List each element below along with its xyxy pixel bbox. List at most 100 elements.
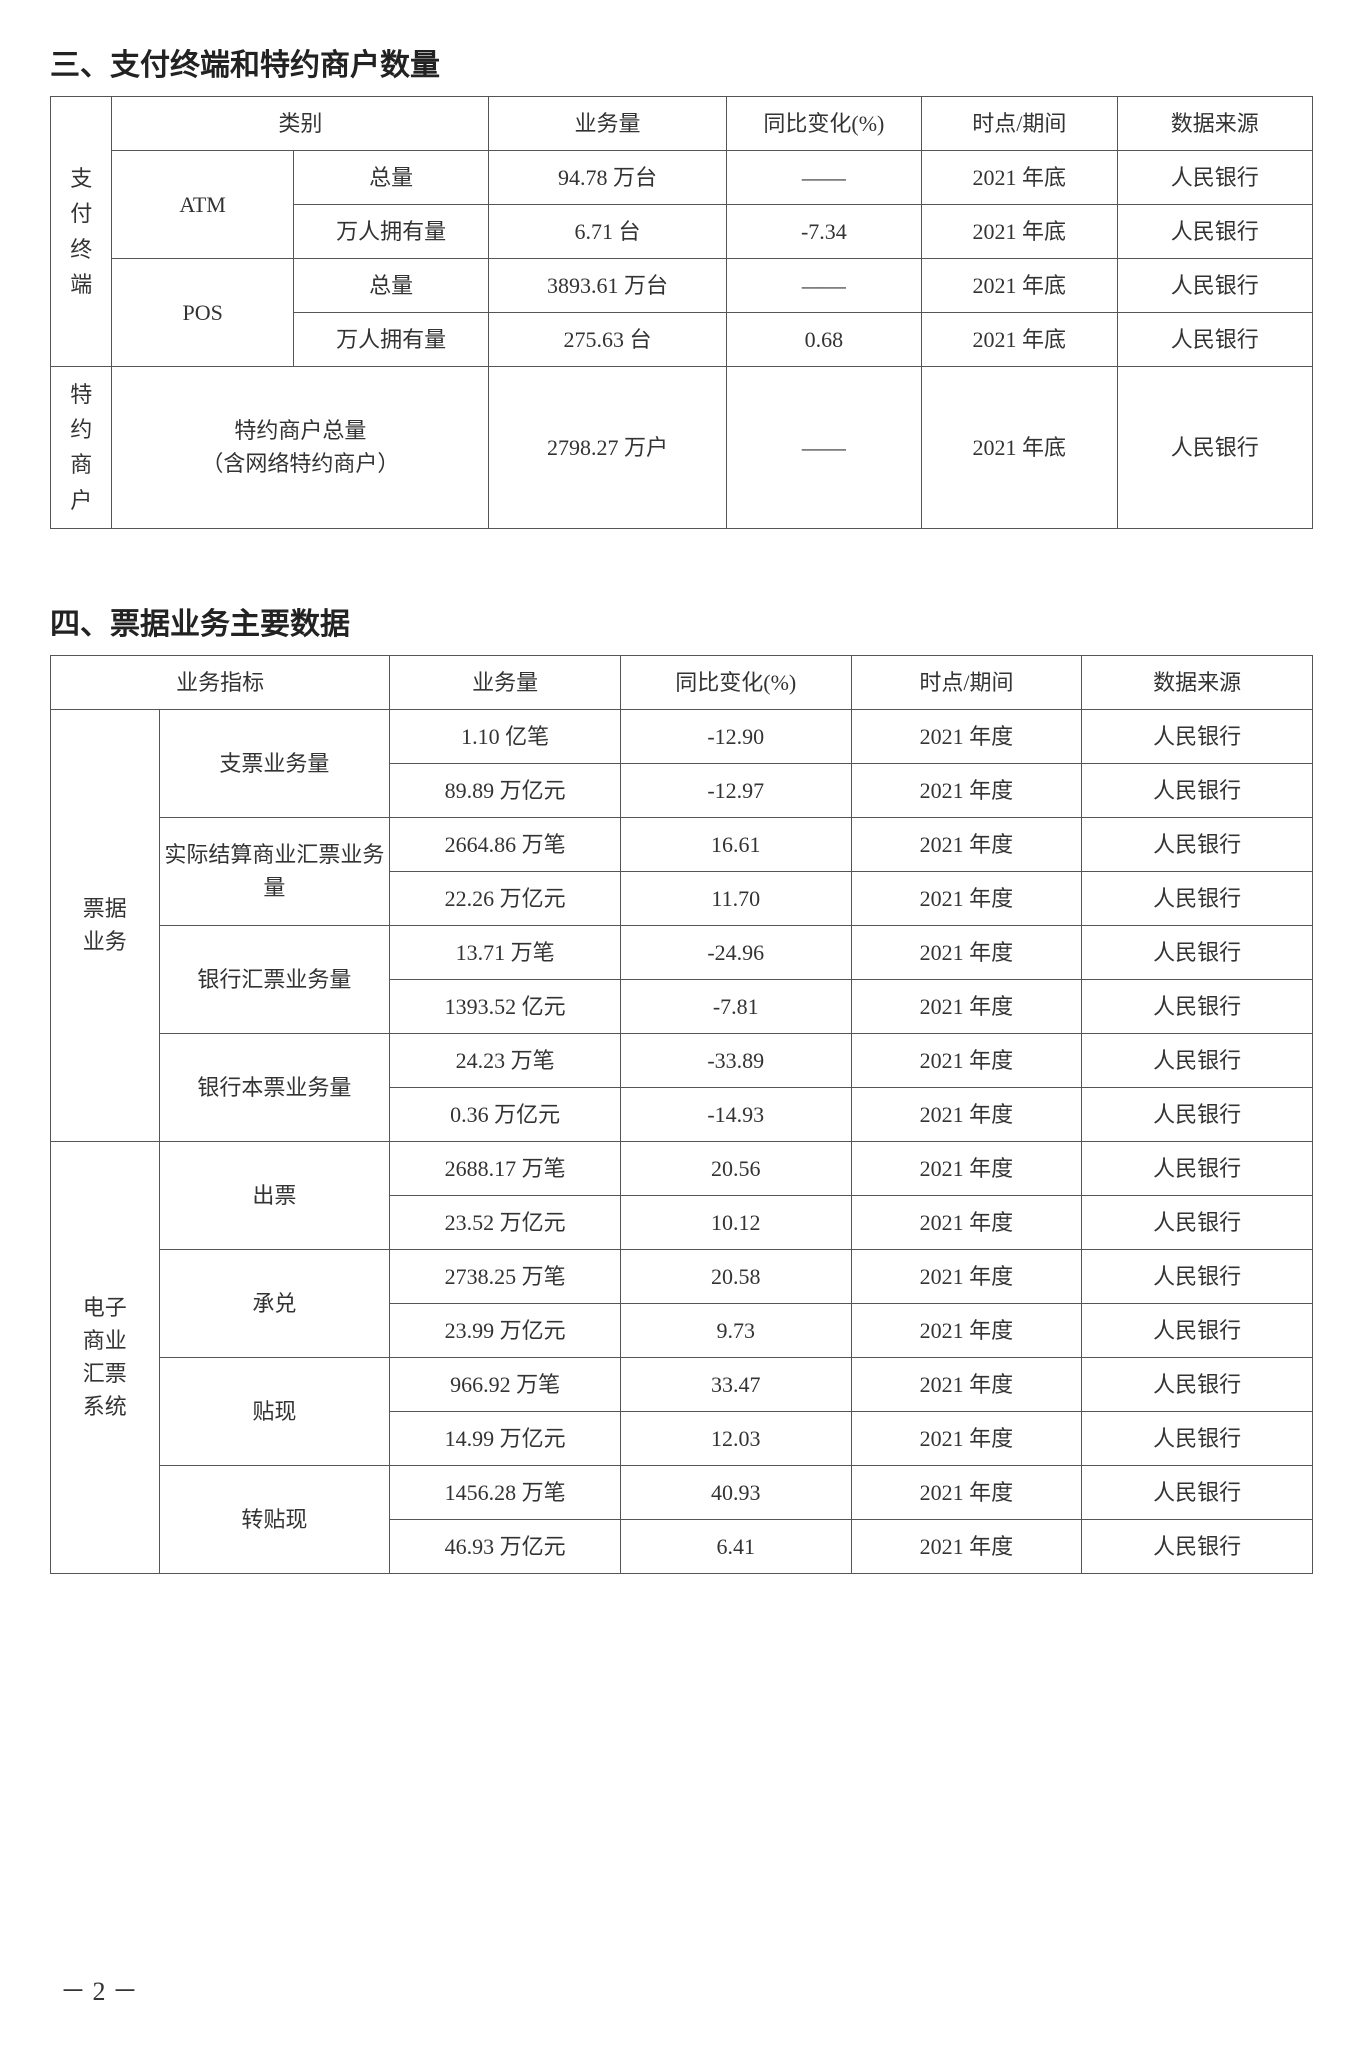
cell-chg: 16.61 (620, 817, 851, 871)
cell-src: 人民银行 (1082, 979, 1313, 1033)
cell-vol: 275.63 台 (489, 313, 726, 367)
cell-vol: 23.99 万亿元 (390, 1303, 621, 1357)
col-volume: 业务量 (390, 655, 621, 709)
cell-src: 人民银行 (1082, 925, 1313, 979)
cell-chg: -7.34 (726, 205, 921, 259)
cell-src: 人民银行 (1117, 151, 1312, 205)
cell-chg: 11.70 (620, 871, 851, 925)
cell-src: 人民银行 (1082, 871, 1313, 925)
table-row: 特约商户 特约商户总量 （含网络特约商户） 2798.27 万户 —— 2021… (51, 367, 1313, 529)
cell-time: 2021 年度 (851, 1303, 1082, 1357)
col-category: 类别 (112, 97, 489, 151)
cell-src: 人民银行 (1082, 1087, 1313, 1141)
cell-chg: -33.89 (620, 1033, 851, 1087)
cell-cat1: ATM (112, 151, 293, 259)
table-row: 实际结算商业汇票业务量 2664.86 万笔 16.61 2021 年度 人民银… (51, 817, 1313, 871)
cell-cat2: 万人拥有量 (293, 313, 488, 367)
table-row: POS 总量 3893.61 万台 —— 2021 年底 人民银行 (51, 259, 1313, 313)
section4-title: 四、票据业务主要数据 (50, 599, 1313, 643)
cell-src: 人民银行 (1082, 1519, 1313, 1573)
col-change: 同比变化(%) (726, 97, 921, 151)
cell-chg: 40.93 (620, 1465, 851, 1519)
group-label-text: 支付终端 (70, 161, 92, 302)
group-label-merchants: 特约商户 (51, 367, 112, 529)
group-label-text: 特约商户 (70, 377, 92, 518)
cell-src: 人民银行 (1082, 709, 1313, 763)
cell-subcat: 实际结算商业汇票业务量 (159, 817, 390, 925)
cell-vol: 22.26 万亿元 (390, 871, 621, 925)
cell-vol: 13.71 万笔 (390, 925, 621, 979)
cell-time: 2021 年度 (851, 1411, 1082, 1465)
cell-time: 2021 年底 (922, 151, 1117, 205)
cell-chg: -24.96 (620, 925, 851, 979)
cell-chg: 0.68 (726, 313, 921, 367)
cell-vol: 14.99 万亿元 (390, 1411, 621, 1465)
cell-vol: 89.89 万亿元 (390, 763, 621, 817)
cell-vol: 3893.61 万台 (489, 259, 726, 313)
col-time: 时点/期间 (851, 655, 1082, 709)
cell-time: 2021 年底 (922, 259, 1117, 313)
table-row: 贴现 966.92 万笔 33.47 2021 年度 人民银行 (51, 1357, 1313, 1411)
cell-time: 2021 年度 (851, 1357, 1082, 1411)
cell-subcat: 转贴现 (159, 1465, 390, 1573)
cell-src: 人民银行 (1082, 1357, 1313, 1411)
col-indicator: 业务指标 (51, 655, 390, 709)
cell-chg: —— (726, 259, 921, 313)
cell-src: 人民银行 (1082, 1195, 1313, 1249)
cell-subcat: 支票业务量 (159, 709, 390, 817)
table-row: 银行汇票业务量 13.71 万笔 -24.96 2021 年度 人民银行 (51, 925, 1313, 979)
table-payment-terminals: 支付终端 类别 业务量 同比变化(%) 时点/期间 数据来源 ATM 总量 94… (50, 96, 1313, 529)
cell-time: 2021 年度 (851, 817, 1082, 871)
cell-cat1: POS (112, 259, 293, 367)
cell-src: 人民银行 (1082, 1249, 1313, 1303)
cell-chg: -12.97 (620, 763, 851, 817)
cell-chg: -12.90 (620, 709, 851, 763)
cell-subcat: 承兑 (159, 1249, 390, 1357)
cell-src: 人民银行 (1082, 1141, 1313, 1195)
cell-time: 2021 年度 (851, 1033, 1082, 1087)
cell-cat2: 万人拥有量 (293, 205, 488, 259)
cell-time: 2021 年度 (851, 1519, 1082, 1573)
cell-vol: 2664.86 万笔 (390, 817, 621, 871)
group-label-bill: 票据业务 (51, 709, 160, 1141)
cell-vol: 23.52 万亿元 (390, 1195, 621, 1249)
cell-vol: 0.36 万亿元 (390, 1087, 621, 1141)
cell-src: 人民银行 (1117, 205, 1312, 259)
cell-vol: 46.93 万亿元 (390, 1519, 621, 1573)
cell-time: 2021 年度 (851, 709, 1082, 763)
cell-chg: 12.03 (620, 1411, 851, 1465)
table-row: 电子商业汇票系统 出票 2688.17 万笔 20.56 2021 年度 人民银… (51, 1141, 1313, 1195)
cell-time: 2021 年度 (851, 1195, 1082, 1249)
cell-cat2: 总量 (293, 151, 488, 205)
cell-time: 2021 年度 (851, 763, 1082, 817)
page-number: － 2 － (60, 1971, 138, 2008)
cell-vol: 2688.17 万笔 (390, 1141, 621, 1195)
cell-chg: —— (726, 151, 921, 205)
group-label-terminals: 支付终端 (51, 97, 112, 367)
table-row: 银行本票业务量 24.23 万笔 -33.89 2021 年度 人民银行 (51, 1033, 1313, 1087)
cell-src: 人民银行 (1082, 1033, 1313, 1087)
cell-time: 2021 年度 (851, 1087, 1082, 1141)
cell-subcat: 贴现 (159, 1357, 390, 1465)
cell-time: 2021 年底 (922, 205, 1117, 259)
cell-vol: 2738.25 万笔 (390, 1249, 621, 1303)
cell-time: 2021 年度 (851, 1465, 1082, 1519)
col-source: 数据来源 (1117, 97, 1312, 151)
cell-subcat: 银行汇票业务量 (159, 925, 390, 1033)
cell-chg: 20.56 (620, 1141, 851, 1195)
cell-src: 人民银行 (1082, 817, 1313, 871)
cell-time: 2021 年度 (851, 871, 1082, 925)
cell-subcat: 出票 (159, 1141, 390, 1249)
col-change: 同比变化(%) (620, 655, 851, 709)
merchant-cat-line1: 特约商户总量 (234, 418, 366, 443)
cell-src: 人民银行 (1082, 1465, 1313, 1519)
col-time: 时点/期间 (922, 97, 1117, 151)
cell-vol: 1.10 亿笔 (390, 709, 621, 763)
table-header-row: 业务指标 业务量 同比变化(%) 时点/期间 数据来源 (51, 655, 1313, 709)
table-row: 转贴现 1456.28 万笔 40.93 2021 年度 人民银行 (51, 1465, 1313, 1519)
cell-vol: 6.71 台 (489, 205, 726, 259)
cell-chg: 9.73 (620, 1303, 851, 1357)
cell-cat2: 总量 (293, 259, 488, 313)
cell-vol: 1393.52 亿元 (390, 979, 621, 1033)
cell-time: 2021 年度 (851, 1249, 1082, 1303)
